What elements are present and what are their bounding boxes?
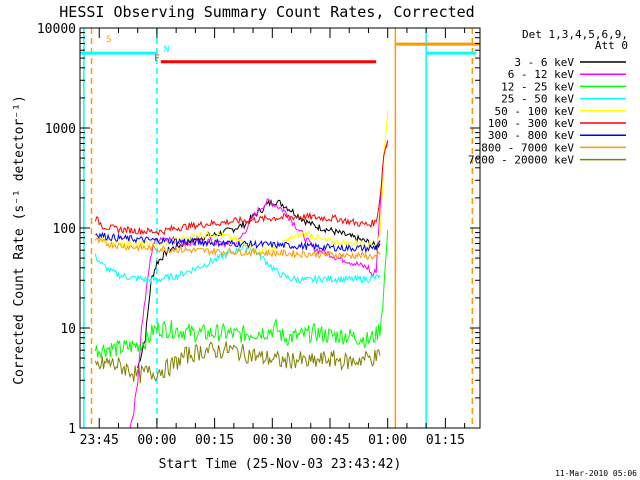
legend-label-8: 7000 - 20000 keV — [468, 154, 574, 167]
footer-date: 11-Mar-2010 05:06 — [555, 469, 637, 478]
plot-area: S NF 23:45 00:00 00:15 00:30 00:45 01:00 01:15 1 1… — [37, 22, 481, 448]
x-tick-label-5: 01:00 — [368, 433, 407, 448]
flag-label-N: N — [164, 45, 169, 55]
legend-label-2: 12 - 25 keV — [501, 80, 574, 93]
x-tick-label-6: 01:15 — [426, 433, 465, 448]
chart-title: HESSI Observing Summary Count Rates, Cor… — [59, 3, 474, 21]
series-line-6 — [95, 231, 381, 254]
series-line-5 — [94, 140, 389, 236]
legend-header-1: Att 0 — [595, 39, 628, 52]
y-tick-label-2: 100 — [53, 222, 76, 237]
y-tick-label-4: 10000 — [37, 22, 76, 37]
series-line-2 — [94, 230, 389, 359]
flag-label-F: F — [154, 54, 159, 64]
legend-label-0: 3 - 6 keV — [514, 56, 574, 69]
y-axis-label: Corrected Count Rate (s⁻¹ detector⁻¹) — [12, 95, 27, 385]
legend-label-3: 25 - 50 keV — [501, 93, 574, 106]
legend-label-5: 100 - 300 keV — [488, 117, 574, 130]
x-axis-label: Start Time (25-Nov-03 23:43:42) — [159, 457, 402, 472]
y-tick-label-3: 1000 — [45, 122, 76, 137]
legend-header-0: Det 1,3,4,5,6,9, — [522, 28, 628, 41]
legend-label-4: 50 - 100 keV — [495, 105, 575, 118]
x-tick-label-4: 00:45 — [310, 433, 349, 448]
series-line-8 — [94, 341, 381, 384]
x-tick-label-0: 23:45 — [80, 433, 119, 448]
x-tick-label-2: 00:15 — [195, 433, 234, 448]
series-line-7 — [94, 237, 381, 261]
legend-label-1: 6 - 12 keV — [508, 68, 575, 81]
y-tick-label-0: 1 — [68, 422, 76, 437]
x-tick-label-3: 00:30 — [253, 433, 292, 448]
series-line-3 — [94, 241, 381, 285]
legend-label-7: 800 - 7000 keV — [481, 141, 574, 154]
x-tick-label-1: 00:00 — [137, 433, 176, 448]
flag-label-S: S — [106, 35, 111, 45]
y-tick-label-1: 10 — [60, 322, 76, 337]
series-line-1 — [129, 140, 389, 429]
legend-label-6: 300 - 800 keV — [488, 129, 574, 142]
